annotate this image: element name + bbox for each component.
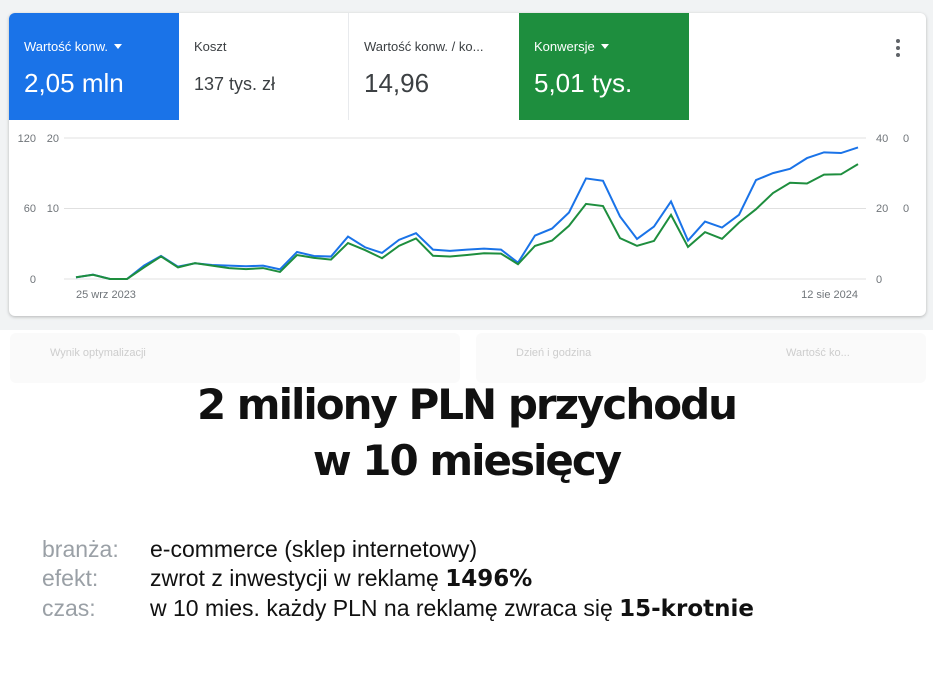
line-chart: 120 20 60 10 0 40 20 0 0 0 25 wrz 2023 1… [18,133,909,301]
scorecard-value-per-cost[interactable]: Wartość konw. / ko... 14,96 [349,13,519,120]
fact-time: czas: w 10 mies. każdy PLN na reklamę zwr… [42,595,754,622]
right-tick-clipped: 0 [903,133,909,145]
scorecard-conversions[interactable]: Konwersje 5,01 tys. [519,13,689,120]
left-tick: 0 [30,274,36,286]
panel-day-hour: Dzień i godzina Wartość ko... [476,333,926,383]
left-tick: 20 [47,133,59,145]
scorecard-value: 137 tys. zł [194,74,276,94]
x-end-label: 12 sie 2024 [801,289,858,301]
series-line-conv-value [75,146,859,280]
right-tick: 0 [876,274,882,286]
fact-industry: branża: e-commerce (sklep internetowy) [42,536,478,562]
scorecard-conv-value[interactable]: Wartość konw. 2,05 mln [9,13,179,120]
caret-down-icon[interactable] [114,44,123,49]
left-tick: 60 [24,203,36,215]
right-tick: 40 [876,133,888,145]
panel-title: Dzień i godzina [516,347,592,359]
performance-card: Wartość konw. 2,05 mln Koszt 137 tys. zł… [9,13,926,316]
scorecard-value: 14,96 [364,68,430,98]
scorecard-label: Wartość konw. [24,39,109,54]
headline-line-1: 2 miliony PLN przychodu [196,380,738,429]
left-tick: 120 [18,133,36,145]
scorecard-value: 5,01 tys. [534,68,633,98]
left-tick: 10 [47,203,59,215]
fact-effect: efekt: zwrot z inwestycji w reklamę 1496% [42,565,533,592]
more-options-icon[interactable] [896,39,900,57]
scorecard-label: Konwersje [534,39,595,54]
scorecard-label: Koszt [194,39,227,54]
headline-line-2: w 10 miesięcy [312,436,622,485]
panel-optimization-score: Wynik optymalizacji [10,333,460,383]
right-tick-clipped: 0 [903,203,909,215]
scorecard-label: Wartość konw. / ko... [364,39,484,54]
caret-down-icon[interactable] [600,44,609,49]
panel-title: Wynik optymalizacji [50,347,146,359]
scorecard-value: 2,05 mln [24,68,124,98]
series-line-conversions [75,163,859,280]
scorecard-cost[interactable]: Koszt 137 tys. zł [179,13,349,120]
x-start-label: 25 wrz 2023 [76,289,136,301]
panel-dropdown[interactable]: Wartość ko... [786,347,850,359]
right-tick: 20 [876,203,888,215]
facts-list: branża: e-commerce (sklep internetowy) ef… [42,535,754,624]
